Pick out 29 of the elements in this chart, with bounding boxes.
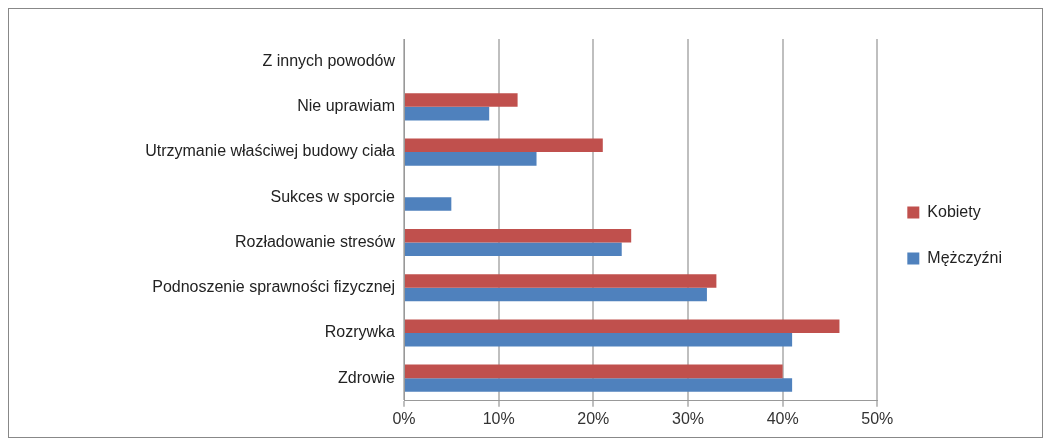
bar bbox=[405, 197, 452, 211]
legend-label: Kobiety bbox=[927, 202, 981, 220]
x-tick-label: 50% bbox=[861, 409, 894, 427]
bar bbox=[405, 364, 783, 379]
y-tick-label: Podnoszenie sprawności fizycznej bbox=[152, 278, 395, 296]
bar bbox=[405, 152, 537, 166]
y-tick-label: Zdrowie bbox=[338, 368, 396, 386]
y-tick-label: Utrzymanie właściwej budowy ciała bbox=[145, 142, 396, 160]
bar bbox=[405, 228, 632, 243]
x-tick-label: 40% bbox=[766, 409, 799, 427]
bar bbox=[405, 274, 717, 288]
bar bbox=[405, 319, 840, 333]
y-tick-label: Z innych powodów bbox=[262, 52, 396, 70]
bar bbox=[405, 93, 518, 107]
y-tick-label: Nie uprawiam bbox=[297, 97, 395, 115]
bar bbox=[405, 242, 622, 257]
y-tick-label: Rozładowanie stresów bbox=[234, 232, 396, 250]
bar bbox=[405, 106, 490, 121]
x-tick-label: 20% bbox=[577, 409, 610, 427]
x-tick-label: 0% bbox=[392, 409, 416, 427]
legend-label: Mężczyźni bbox=[927, 248, 1003, 266]
bar bbox=[405, 287, 707, 302]
y-tick-label: Sukces w sporcie bbox=[270, 187, 396, 205]
bar bbox=[405, 378, 793, 392]
bar bbox=[405, 138, 603, 153]
y-tick-label: Rozrywka bbox=[324, 323, 396, 341]
bar bbox=[405, 332, 793, 347]
x-tick-label: 10% bbox=[482, 409, 515, 427]
x-tick-label: 30% bbox=[671, 409, 705, 427]
